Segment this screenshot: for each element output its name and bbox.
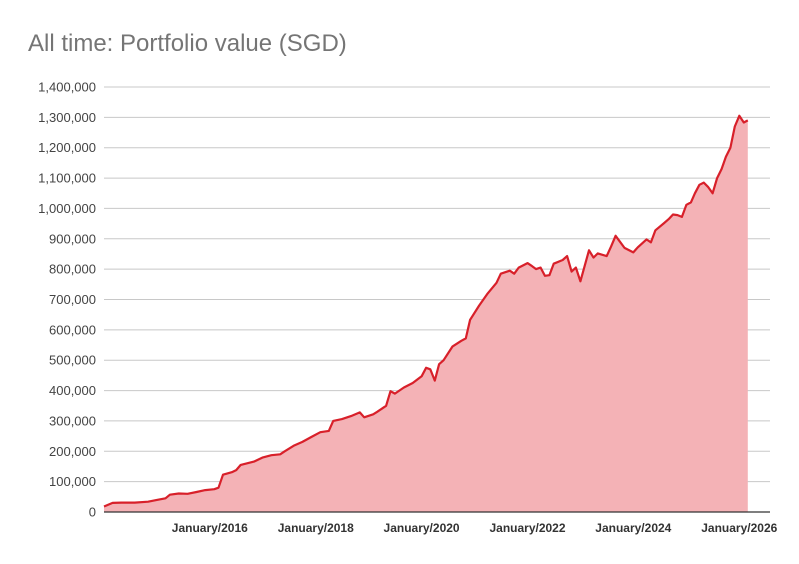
y-tick-label: 100,000 <box>49 474 96 489</box>
x-tick-label: January/2020 <box>384 521 460 535</box>
y-tick-label: 0 <box>89 505 96 520</box>
x-tick-label: January/2016 <box>172 521 248 535</box>
y-tick-label: 1,300,000 <box>38 110 96 125</box>
y-tick-label: 800,000 <box>49 262 96 277</box>
y-tick-label: 900,000 <box>49 231 96 246</box>
y-tick-label: 500,000 <box>49 353 96 368</box>
x-tick-label: January/2018 <box>278 521 354 535</box>
area-fill <box>104 115 748 513</box>
chart-title: All time: Portfolio value (SGD) <box>28 30 347 57</box>
y-tick-label: 400,000 <box>49 383 96 398</box>
x-tick-label: January/2024 <box>595 521 671 535</box>
y-tick-label: 300,000 <box>49 413 96 428</box>
y-tick-label: 1,200,000 <box>38 140 96 155</box>
y-tick-label: 200,000 <box>49 444 96 459</box>
x-tick-label: January/2022 <box>489 521 565 535</box>
y-tick-label: 1,400,000 <box>38 80 96 95</box>
y-tick-label: 1,000,000 <box>38 201 96 216</box>
x-tick-label: January/2026 <box>701 521 777 535</box>
y-tick-label: 600,000 <box>49 322 96 337</box>
y-tick-label: 1,100,000 <box>38 171 96 186</box>
series-line <box>103 114 749 508</box>
y-tick-label: 700,000 <box>49 292 96 307</box>
